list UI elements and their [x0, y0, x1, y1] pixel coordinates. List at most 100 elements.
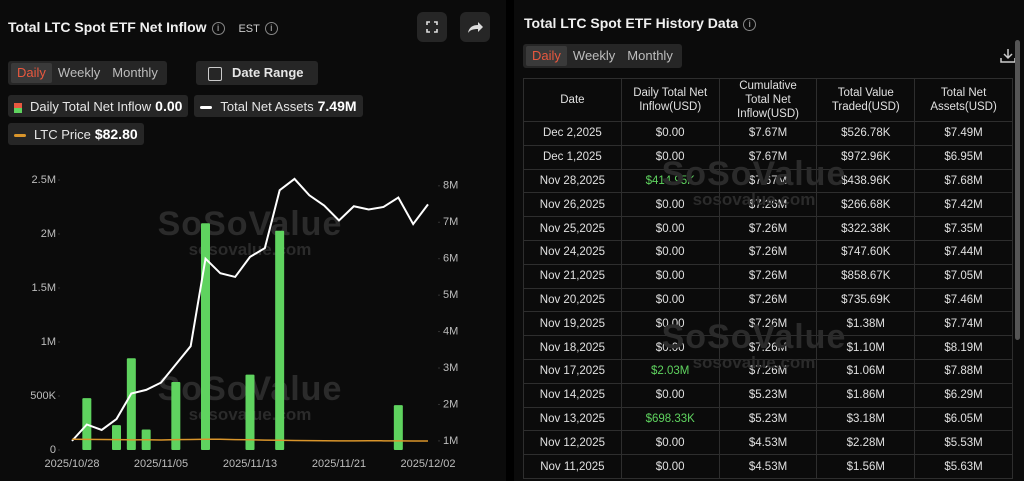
- table-cell: Nov 18,2025: [523, 335, 622, 360]
- table-cell: $7.26M: [718, 192, 818, 218]
- table-cell: $322.38K: [816, 216, 916, 241]
- table-cell: $7.26M: [718, 216, 818, 241]
- y2-tick-label: 5M: [443, 289, 458, 301]
- table-cell: $7.26M: [718, 239, 818, 265]
- table-cell: $2.03M: [620, 358, 720, 384]
- table-cell: $5.63M: [914, 454, 1013, 479]
- tab[interactable]: Daily: [526, 46, 567, 66]
- table-row: Nov 28,2025 $414.95K $7.67M $438.96K $7.68M: [523, 168, 1013, 194]
- table-cell: $5.53M: [914, 430, 1013, 456]
- tab[interactable]: Weekly: [572, 48, 616, 63]
- column-header: Total Net Assets(USD): [914, 78, 1013, 122]
- table-cell: $0.00: [620, 192, 720, 218]
- legend-item[interactable]: Daily Total Net Inflow 0.00: [8, 95, 189, 117]
- legend-item[interactable]: Total Net Assets 7.49M: [194, 95, 363, 117]
- table-cell: $4.53M: [718, 430, 818, 456]
- table-cell: $438.96K: [816, 168, 916, 194]
- table-cell: Dec 1,2025: [523, 144, 622, 170]
- header-row: Date Daily Total Net Inflow(USD) Cumulativ…: [523, 78, 1013, 122]
- tab[interactable]: Daily: [11, 63, 52, 83]
- info-icon[interactable]: i: [211, 21, 225, 35]
- legend: Daily Total Net Inflow 0.00 Total Net Asse…: [8, 95, 428, 151]
- legend-label: Daily Total Net Inflow: [30, 99, 152, 114]
- bar: [126, 358, 136, 450]
- table-cell: $0.00: [620, 335, 720, 360]
- table-row: Nov 14,2025 $0.00 $5.23M $1.86M $6.29M: [523, 382, 1013, 408]
- y-tick-label: 2M: [41, 228, 56, 240]
- bar: [112, 425, 121, 450]
- table-cell: Nov 26,2025: [523, 192, 622, 218]
- table-cell: $7.44M: [914, 239, 1013, 265]
- y2-tick-label: 7M: [443, 216, 458, 228]
- table-cell: $4.53M: [718, 454, 818, 479]
- table-cell: $7.67M: [718, 121, 818, 146]
- date-range-label: Date Range: [232, 65, 304, 80]
- legend-value: 7.49M: [317, 98, 357, 114]
- table-row: Dec 2,2025 $0.00 $7.67M $526.78K $7.49M: [523, 121, 1013, 146]
- table-cell: $858.67K: [816, 263, 916, 289]
- table-cell: $266.68K: [816, 192, 916, 218]
- x-tick-label: 2025/11/05: [134, 458, 188, 470]
- table-cell: $1.10M: [816, 335, 916, 360]
- table-cell: Nov 19,2025: [523, 311, 622, 337]
- info-icon[interactable]: i: [743, 17, 757, 31]
- history-panel: Total LTC Spot ETF History Data i Daily We…: [514, 0, 1024, 481]
- y2-tick-label: 6M: [443, 253, 458, 265]
- table-cell: $0.00: [620, 311, 720, 337]
- y2-tick-label: 4M: [443, 325, 458, 337]
- share-icon: [468, 22, 483, 33]
- table-cell: Nov 11,2025: [523, 454, 622, 479]
- table-cell: Nov 20,2025: [523, 287, 622, 313]
- table-cell: $7.67M: [718, 144, 818, 170]
- y-tick-label: 0: [50, 444, 56, 456]
- table-cell: $7.05M: [914, 263, 1013, 289]
- bar: [201, 223, 210, 450]
- table-row: Nov 18,2025 $0.00 $7.26M $1.10M $8.19M: [523, 335, 1013, 360]
- column-header: Daily Total Net Inflow(USD): [620, 78, 720, 122]
- title-text: Total LTC Spot ETF History Data: [524, 15, 739, 31]
- table-cell: $7.35M: [914, 216, 1013, 241]
- scrollbar[interactable]: [1015, 40, 1020, 340]
- history-table: Date Daily Total Net Inflow(USD) Cumulativ…: [523, 78, 1013, 479]
- tab[interactable]: Weekly: [57, 65, 101, 80]
- table-cell: Nov 24,2025: [523, 239, 622, 265]
- date-range-button[interactable]: Date Range: [196, 61, 318, 85]
- table-cell: $0.00: [620, 239, 720, 265]
- tab[interactable]: Monthly: [627, 48, 673, 63]
- table-row: Nov 21,2025 $0.00 $7.26M $858.67K $7.05M: [523, 263, 1013, 289]
- title-text: Total LTC Spot ETF Net Inflow: [8, 19, 207, 35]
- info-icon[interactable]: i: [264, 21, 278, 35]
- table-cell: $7.26M: [718, 358, 818, 384]
- panel-title: Total LTC Spot ETF History Data i: [524, 15, 757, 31]
- bar: [275, 230, 285, 450]
- table-row: Nov 12,2025 $0.00 $4.53M $2.28M $5.53M: [523, 430, 1013, 456]
- table-cell: $0.00: [620, 263, 720, 289]
- table-cell: Nov 28,2025: [523, 168, 622, 194]
- table-cell: $7.26M: [718, 263, 818, 289]
- x-tick-label: 2025/11/13: [223, 458, 277, 470]
- share-button[interactable]: [460, 12, 490, 42]
- bar: [393, 405, 403, 450]
- timezone[interactable]: EST: [238, 23, 260, 35]
- y2-tick-label: 2M: [443, 398, 458, 410]
- table-cell: Nov 17,2025: [523, 358, 622, 384]
- table-row: Nov 17,2025 $2.03M $7.26M $1.06M $7.88M: [523, 358, 1013, 384]
- table-cell: $7.68M: [914, 168, 1013, 194]
- table-cell: $1.38M: [816, 311, 916, 337]
- table-cell: $735.69K: [816, 287, 916, 313]
- legend-item[interactable]: LTC Price $82.80: [8, 123, 144, 145]
- table-cell: $2.28M: [816, 430, 916, 456]
- tab[interactable]: Monthly: [112, 65, 158, 80]
- table-cell: $0.00: [620, 430, 720, 456]
- y-tick-label: 500K: [30, 390, 56, 402]
- table-cell: $526.78K: [816, 121, 916, 146]
- fullscreen-button[interactable]: [417, 12, 447, 42]
- table-cell: $0.00: [620, 144, 720, 170]
- table-cell: $7.26M: [718, 287, 818, 313]
- table-cell: $1.56M: [816, 454, 916, 479]
- y2-tick-label: 3M: [443, 362, 458, 374]
- table-cell: $0.00: [620, 287, 720, 313]
- table-row: Nov 20,2025 $0.00 $7.26M $735.69K $7.46M: [523, 287, 1013, 313]
- table-cell: Nov 12,2025: [523, 430, 622, 456]
